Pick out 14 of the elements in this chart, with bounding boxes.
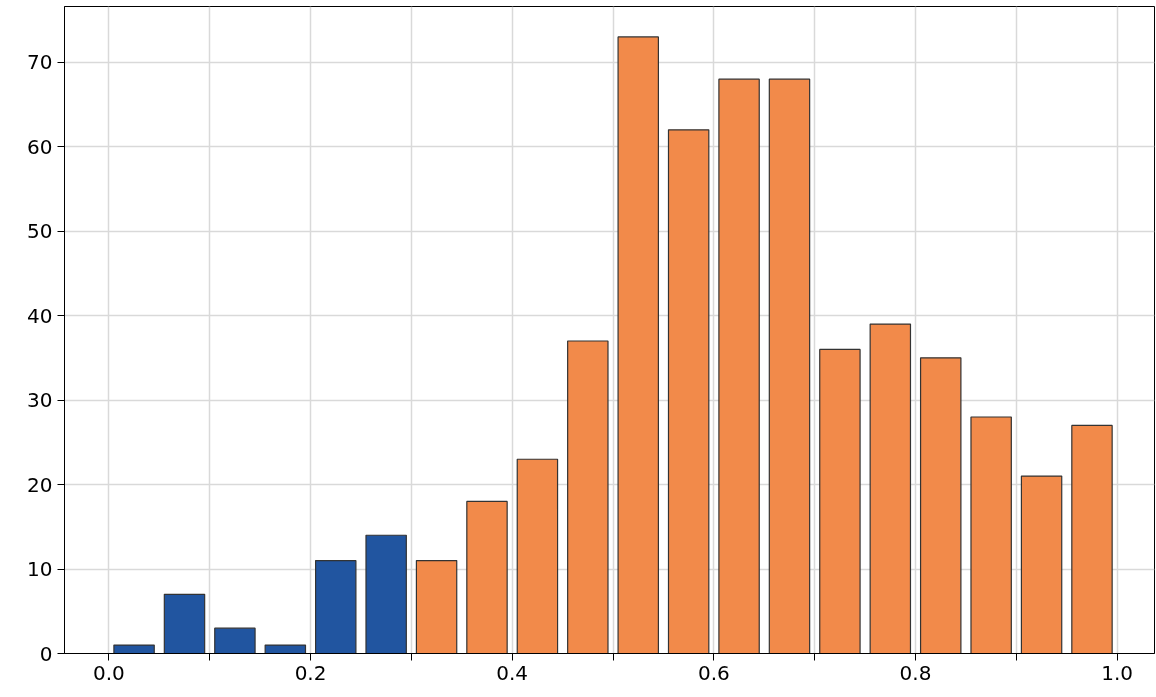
y-tick-label: 10: [27, 557, 53, 582]
y-tick-label: 60: [27, 134, 53, 159]
x-tick-label: 0.4: [496, 660, 529, 685]
y-tick-label: 0: [39, 641, 53, 666]
x-tick-label: 0.6: [697, 660, 730, 685]
y-tick-label: 20: [27, 472, 53, 497]
x-tick-label: 0.8: [899, 660, 932, 685]
x-tick-label: 0.0: [92, 660, 125, 685]
y-tick-label: 40: [27, 303, 53, 328]
y-tick-label: 70: [27, 50, 53, 75]
x-tick-label: 1.0: [1101, 660, 1134, 685]
x-tick-label: 0.2: [294, 660, 327, 685]
y-tick-label: 30: [27, 388, 53, 413]
y-tick-label: 50: [27, 219, 53, 244]
